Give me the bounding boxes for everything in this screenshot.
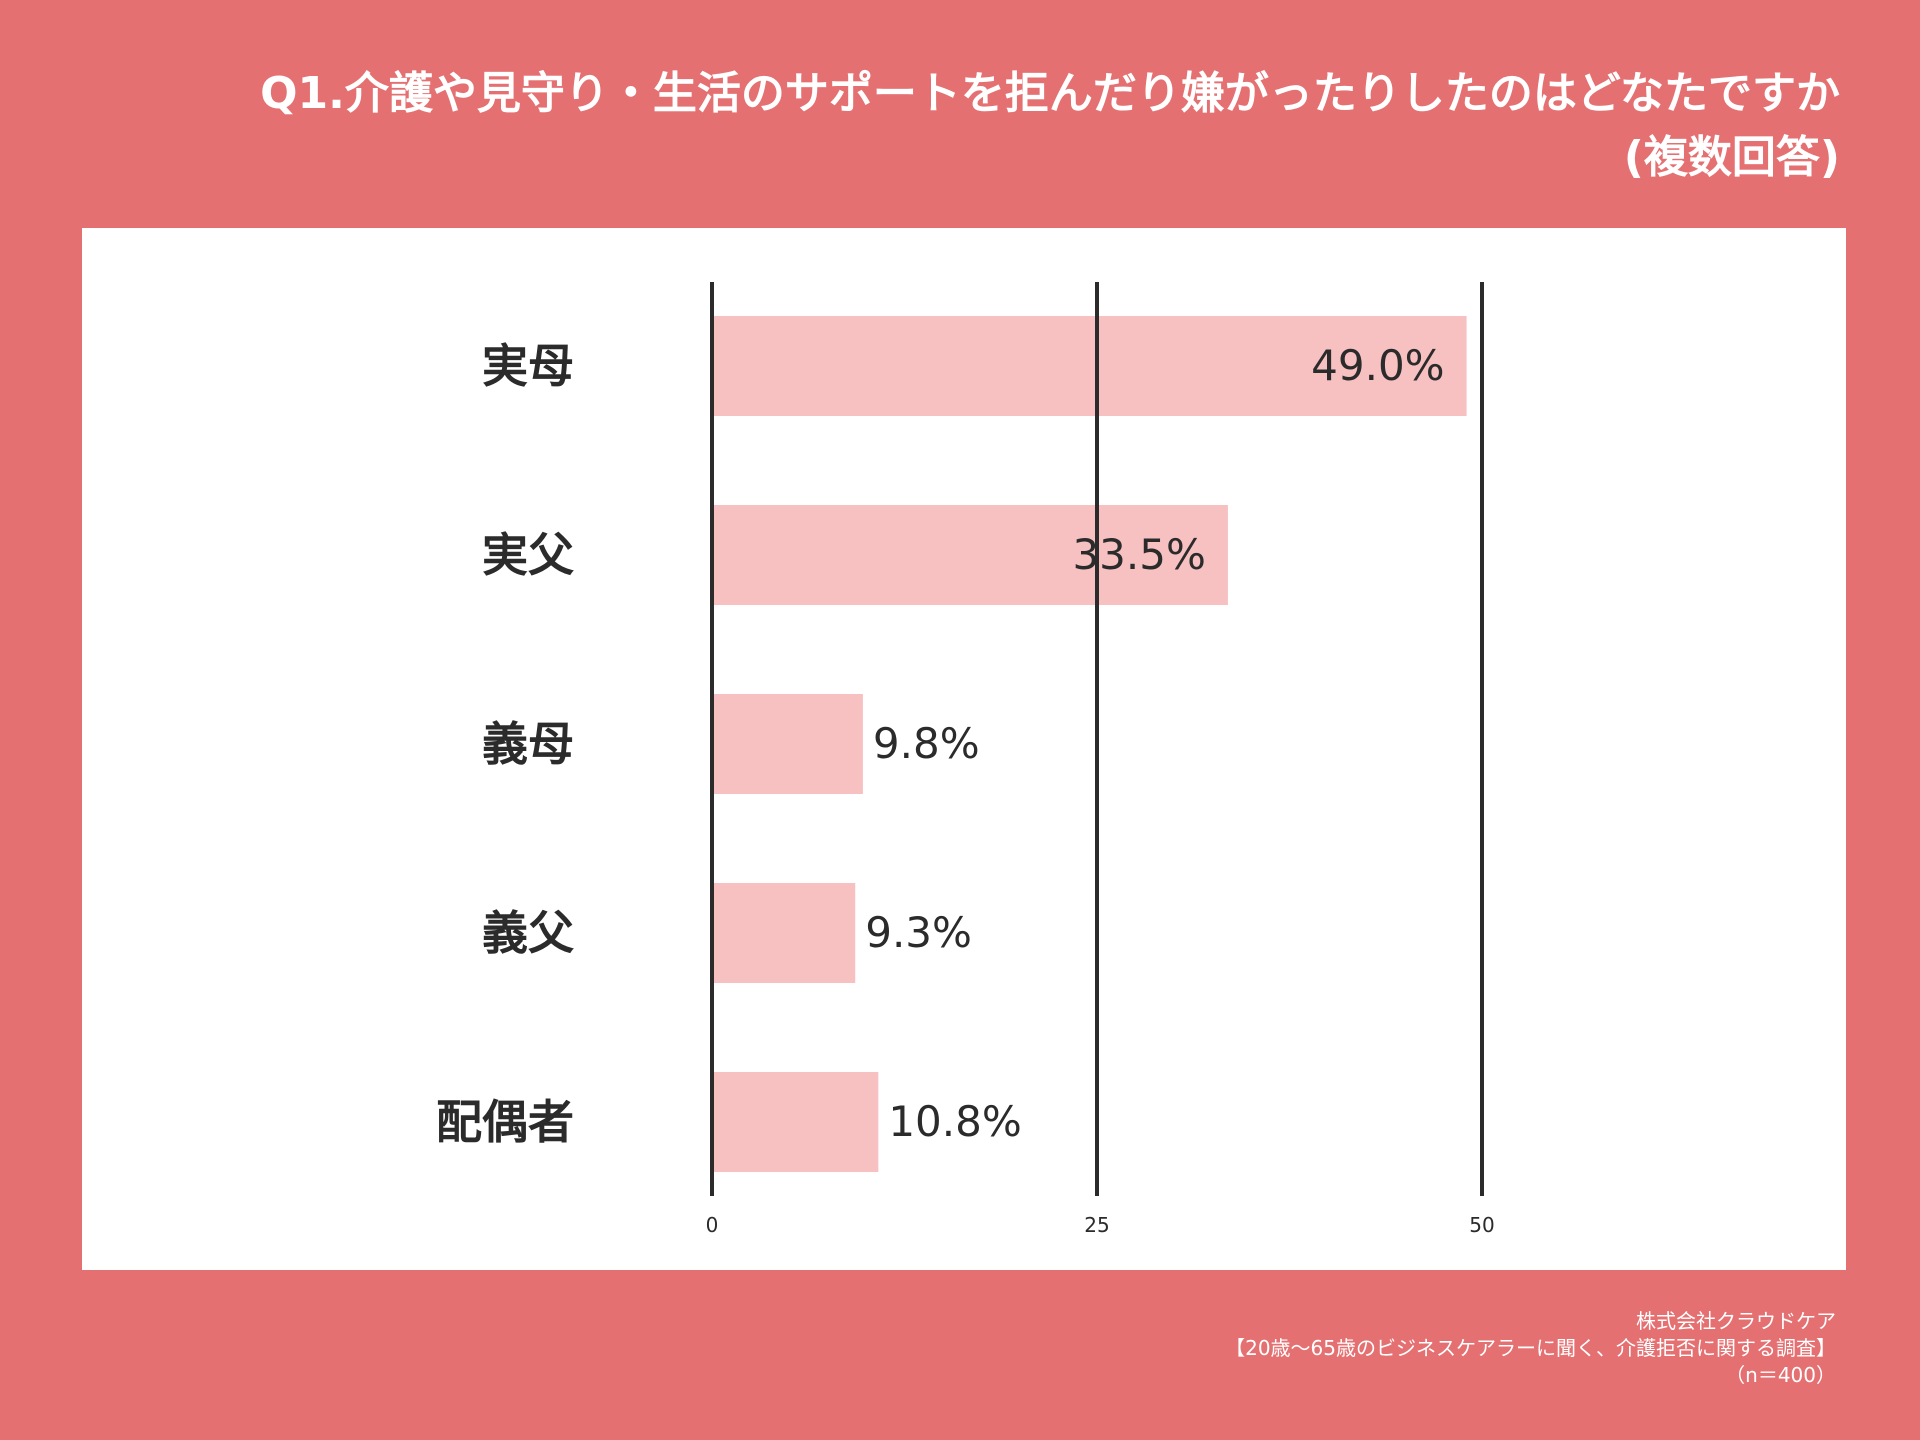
bar-chart: 0 25 50 実母 49.0% 実父 33.5% 義母 9.8% 義父 9.3% 配偶者 10.8% (436, 282, 1495, 1237)
bar (712, 694, 863, 794)
chart-card: 0 25 50 実母 49.0% 実父 33.5% 義母 9.8% 義父 9.3% 配偶者 10.8% (82, 228, 1846, 1270)
bar (712, 1072, 879, 1172)
title-line-1: Q1.介護や見守り・生活のサポートを拒んだり嫌がったりしたのはどなたですか (260, 68, 1840, 119)
credit-company: 株式会社クラウドケア (1636, 1309, 1836, 1333)
x-tick-label: 25 (1084, 1213, 1109, 1237)
credit-sample: （n＝400） (1725, 1363, 1836, 1387)
credit-survey: 【20歳〜65歳のビジネスケアラーに聞く、介護拒否に関する調査】 (1225, 1336, 1836, 1360)
page-title: Q1.介護や見守り・生活のサポートを拒んだり嫌がったりしたのはどなたですか (複… (60, 62, 1840, 190)
bar (712, 505, 1228, 605)
category-label: 実父 (482, 528, 574, 582)
bar (712, 316, 1467, 416)
category-label: 実母 (482, 339, 574, 393)
data-label: 49.0% (1311, 341, 1444, 390)
data-label: 33.5% (1072, 530, 1205, 579)
data-label: 9.3% (865, 908, 972, 957)
credit: 株式会社クラウドケア 【20歳〜65歳のビジネスケアラーに聞く、介護拒否に関する… (1225, 1308, 1836, 1389)
category-label: 配偶者 (436, 1095, 574, 1149)
category-label: 義父 (482, 906, 574, 960)
data-label: 10.8% (888, 1097, 1021, 1146)
category-label: 義母 (482, 717, 574, 771)
x-tick-label: 0 (706, 1213, 719, 1237)
bar (712, 883, 856, 983)
data-label: 9.8% (873, 719, 980, 768)
x-tick-label: 50 (1469, 1213, 1494, 1237)
title-line-2: (複数回答) (1623, 132, 1840, 183)
